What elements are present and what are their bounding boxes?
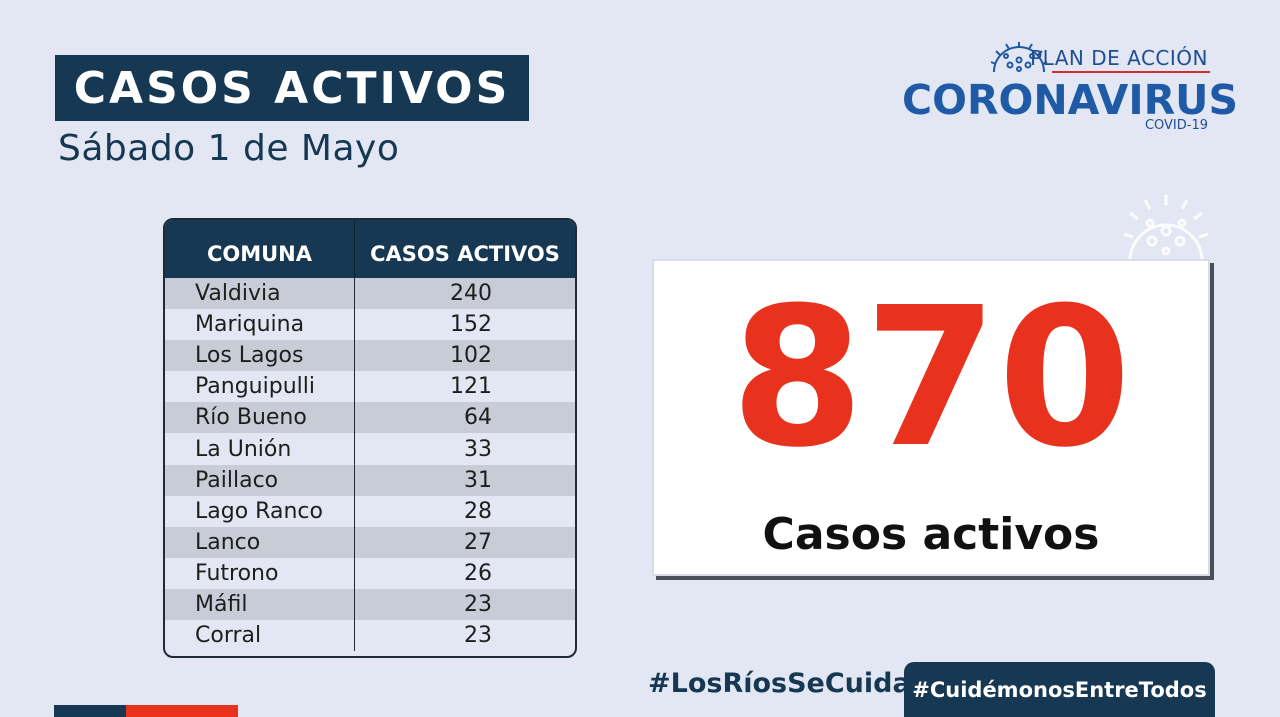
row-casos: 121	[450, 374, 492, 400]
table-row: Paillaco 31	[165, 464, 575, 496]
row-comuna: Paillaco	[165, 464, 355, 496]
table-row: Valdivia 240	[165, 278, 575, 310]
row-comuna: Valdivia	[165, 278, 355, 310]
coronavirus-decoration-icon	[1123, 195, 1209, 261]
row-casos: 102	[450, 343, 492, 369]
table-row: Corral 23	[165, 620, 575, 652]
row-casos: 27	[464, 529, 492, 555]
row-casos: 28	[464, 498, 492, 524]
hashtag-cuidemonos: #CuidémonosEntreTodos	[912, 677, 1207, 702]
row-comuna: La Unión	[165, 433, 355, 465]
page-title: CASOS ACTIVOS	[73, 62, 511, 114]
plan-coronavirus-logo: PLAN DE ACCIÓN CORONAVIRUS COVID-19	[900, 38, 1238, 138]
header-comuna: COMUNA	[165, 220, 355, 278]
table-row: Futrono 26	[165, 557, 575, 589]
row-casos: 23	[464, 623, 492, 649]
row-comuna: Panguipulli	[165, 371, 355, 403]
row-casos: 31	[464, 467, 492, 493]
row-comuna: Los Lagos	[165, 340, 355, 372]
row-comuna: Futrono	[165, 557, 355, 589]
row-casos: 33	[464, 436, 492, 462]
total-cases-label: Casos activos	[762, 509, 1100, 560]
logo-covid-text: COVID-19	[1144, 118, 1208, 133]
row-comuna: Corral	[165, 620, 355, 652]
footer-accent-blue	[54, 705, 126, 717]
table-header: COMUNA CASOS ACTIVOS	[165, 220, 575, 278]
row-comuna: Río Bueno	[165, 402, 355, 434]
total-cases-card: 870 Casos activos	[652, 259, 1210, 576]
table-row: Lanco 27	[165, 526, 575, 558]
date-subtitle: Sábado 1 de Mayo	[58, 128, 400, 169]
row-comuna: Máfil	[165, 588, 355, 621]
cases-table: COMUNA CASOS ACTIVOS Valdivia 240 Mariqu…	[163, 218, 577, 658]
table-row: Los Lagos 102	[165, 340, 575, 372]
table-row: Panguipulli 121	[165, 371, 575, 403]
row-casos: 240	[450, 281, 492, 307]
logo-divider	[1052, 71, 1210, 73]
row-casos: 152	[450, 312, 492, 338]
table-row: Máfil 23	[165, 588, 575, 621]
coronavirus-icon	[990, 42, 1048, 73]
row-casos: 64	[464, 405, 492, 431]
hashtag-losrios: #LosRíosSeCuida	[648, 668, 911, 699]
row-casos: 23	[464, 591, 492, 617]
total-cases-number: 870	[730, 267, 1132, 490]
row-comuna: Mariquina	[165, 309, 355, 341]
row-comuna: Lago Ranco	[165, 495, 355, 527]
footer-accent-red	[126, 705, 238, 717]
table-row: La Unión 33	[165, 433, 575, 465]
logo-main-text: CORONAVIRUS	[902, 76, 1239, 124]
table-row: Lago Ranco 28	[165, 495, 575, 527]
header-casos-activos: CASOS ACTIVOS	[370, 242, 560, 266]
table-row: Mariquina 152	[165, 309, 575, 341]
row-comuna: Lanco	[165, 526, 355, 558]
title-banner: CASOS ACTIVOS	[55, 55, 529, 121]
hashtag-cuidemonos-banner: #CuidémonosEntreTodos	[904, 662, 1215, 717]
logo-plan-text: PLAN DE ACCIÓN	[1030, 46, 1208, 70]
row-casos: 26	[464, 560, 492, 586]
table-row: Río Bueno 64	[165, 402, 575, 434]
